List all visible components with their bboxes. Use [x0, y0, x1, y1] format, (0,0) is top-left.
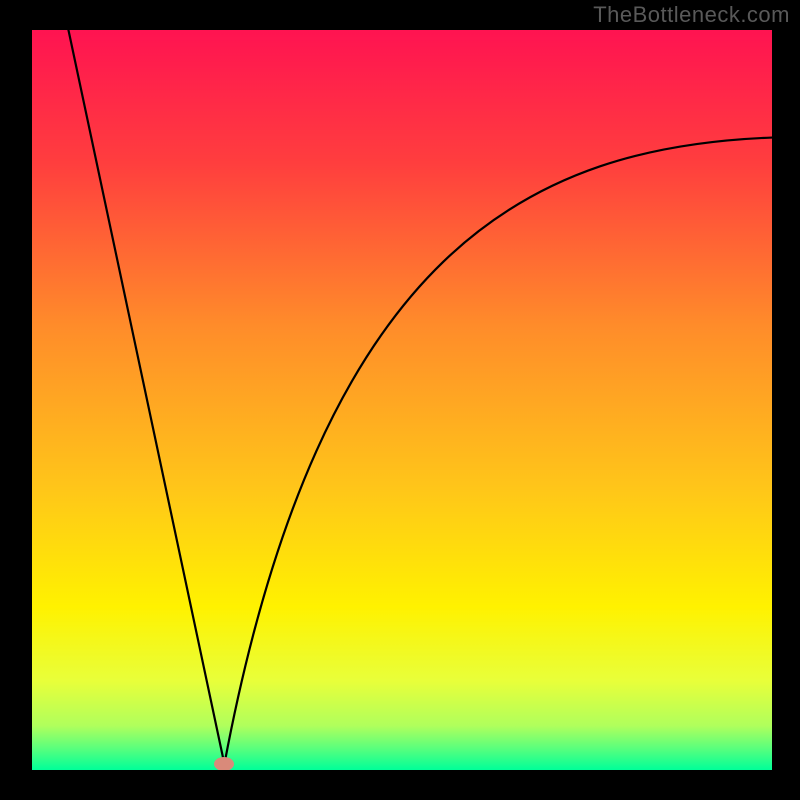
curve-path	[65, 30, 772, 764]
bottleneck-curve	[32, 30, 772, 770]
watermark-text: TheBottleneck.com	[593, 2, 790, 28]
minimum-marker	[214, 757, 234, 770]
chart-plot-area	[32, 30, 772, 770]
